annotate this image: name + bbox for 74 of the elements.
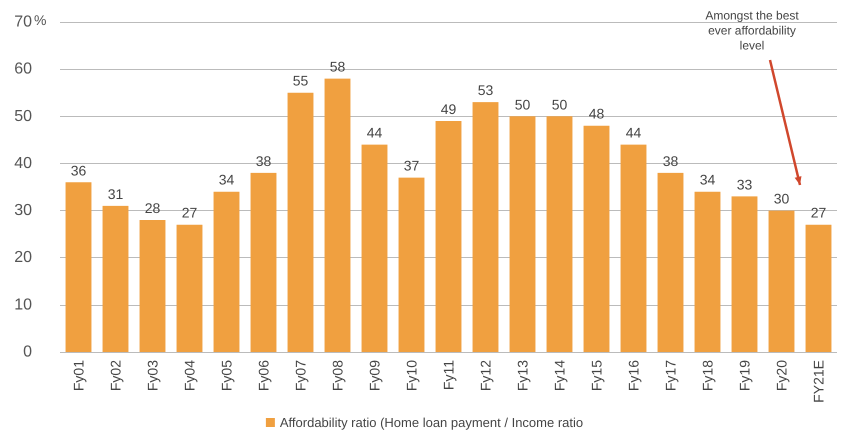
data-label: 44: [626, 124, 642, 141]
x-tick-label: Fy12: [478, 360, 494, 392]
bar: [250, 172, 276, 352]
y-tick-label: 20: [14, 249, 32, 266]
x-tick-label: Fy16: [626, 360, 642, 392]
bar: [732, 196, 758, 352]
x-tick-label: Fy20: [774, 360, 790, 392]
x-tick-label: Fy11: [440, 360, 456, 390]
data-label: 49: [440, 101, 456, 117]
data-label: 33: [736, 176, 752, 192]
x-tick-label: Fy08: [330, 360, 346, 392]
data-label: 58: [330, 58, 346, 75]
bar: [398, 178, 424, 352]
y-tick-label: 0: [23, 344, 32, 360]
bar: [214, 192, 240, 352]
bar: [324, 78, 350, 352]
x-tick-label: Fy05: [218, 360, 234, 392]
bar: [288, 92, 314, 352]
data-label: 34: [700, 172, 716, 188]
x-tick-label: Fy09: [366, 360, 382, 392]
y-tick-label: 10: [14, 296, 32, 314]
data-label: 38: [662, 152, 678, 169]
bar: [510, 116, 536, 352]
x-tick-label: Fy02: [108, 360, 124, 392]
y-axis-title: %: [34, 12, 46, 28]
y-tick-label: 30: [14, 202, 32, 220]
data-label: 48: [588, 106, 604, 122]
x-tick-label: FY21E: [810, 360, 826, 403]
y-tick-label: 40: [14, 154, 32, 172]
bar: [436, 121, 462, 352]
x-tick-label: Fy19: [736, 360, 752, 392]
x-tick-label: Fy17: [662, 360, 678, 392]
y-tick-label: 50: [14, 108, 32, 125]
x-tick-label: Fy04: [182, 360, 198, 392]
x-tick-label: Fy03: [144, 360, 160, 392]
data-label: 55: [292, 72, 308, 89]
bar: [806, 224, 832, 352]
y-tick-label: 60: [14, 60, 32, 78]
bar: [66, 182, 92, 352]
x-tick-label: Fy06: [256, 360, 272, 392]
data-label: 36: [70, 162, 86, 178]
bar: [694, 192, 720, 352]
x-tick-label: Fy07: [292, 360, 308, 392]
data-label: 27: [182, 204, 198, 221]
data-label: 50: [552, 96, 568, 112]
annotation: Amongst the best ever affordability level: [705, 8, 800, 52]
data-label: 30: [774, 190, 790, 207]
data-label: 37: [404, 158, 420, 174]
bar: [768, 210, 794, 352]
data-label: 27: [810, 204, 826, 221]
data-label: 31: [108, 186, 124, 202]
data-label: 50: [514, 96, 530, 112]
x-tick-label: Fy01: [70, 360, 86, 392]
bar: [140, 220, 166, 352]
bar: [620, 144, 646, 352]
y-tick-label: 70: [14, 14, 32, 30]
x-tick-label: Fy15: [588, 360, 604, 392]
data-label: 53: [478, 82, 494, 98]
bar: [472, 102, 498, 352]
data-label: 44: [366, 124, 382, 141]
bar: [176, 224, 202, 352]
x-tick-label: Fy13: [514, 360, 530, 392]
bar: [546, 116, 572, 352]
data-label: 34: [218, 172, 234, 188]
x-tick-label: Fy14: [552, 360, 568, 392]
bar: [362, 144, 388, 352]
legend-label: Affordability ratio (Home loan payment / Income ratio: [280, 415, 584, 430]
bar: [584, 126, 610, 352]
bar: [102, 206, 128, 352]
data-label: 28: [144, 200, 160, 216]
bar: [658, 172, 684, 352]
x-tick-label: Fy18: [700, 360, 716, 392]
x-tick-label: Fy10: [404, 360, 420, 392]
data-label: 38: [256, 152, 272, 169]
